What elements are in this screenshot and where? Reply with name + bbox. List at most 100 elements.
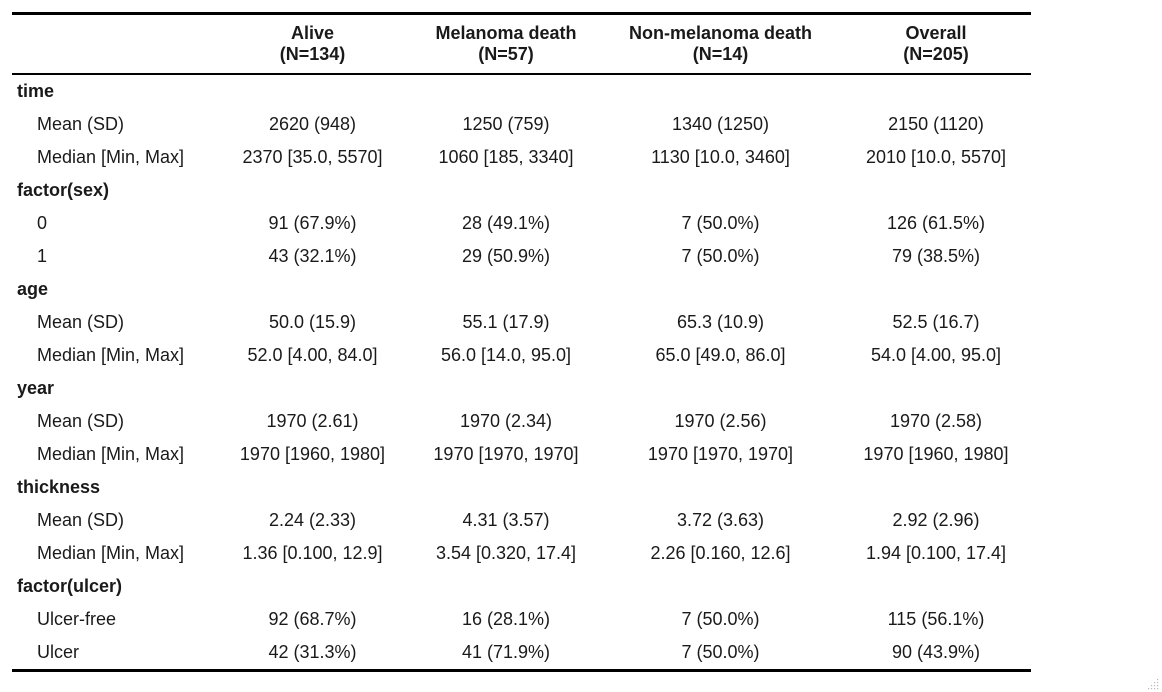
table-cell: [600, 471, 841, 504]
summary-table: Alive (N=134) Melanoma death (N=57) Non-…: [12, 12, 1031, 672]
table-cell: 2010 [10.0, 5570]: [865, 147, 1007, 167]
table-cell: 1970 (2.56): [674, 411, 767, 431]
variable-label: year: [17, 378, 55, 398]
table-cell: 7 (50.0%): [681, 609, 760, 629]
table-cell: 91 (67.9%): [268, 213, 357, 233]
table-header: Alive (N=134) Melanoma death (N=57) Non-…: [12, 13, 1031, 75]
column-name: Alive: [290, 23, 335, 43]
table-row: Median [Min, Max] 1.36 [0.100, 12.9] 3.54 …: [12, 537, 1031, 570]
table-cell: [841, 372, 1031, 405]
table-cell: 1970 (2.61): [266, 411, 359, 431]
table-cell: 2.26 [0.160, 12.6]: [650, 543, 791, 563]
statistic-label: Median [Min, Max]: [37, 444, 185, 464]
table-cell: 79 (38.5%): [891, 246, 981, 266]
column-count: (N=205): [903, 44, 969, 64]
table-cell: 2150 (1120): [888, 114, 984, 134]
column-count: (N=57): [478, 44, 534, 64]
table-cell: 1250 (759): [462, 114, 550, 134]
table-cell: 55.1 (17.9): [462, 312, 550, 332]
table-row: 0 91 (67.9%) 28 (49.1%) 7 (50.0%) 126 (61.5%…: [12, 207, 1031, 240]
table-cell: [841, 174, 1031, 207]
statistic-label: Mean (SD): [37, 114, 125, 134]
column-header-alive: Alive (N=134): [213, 13, 412, 75]
variable-label: factor(sex): [17, 180, 110, 200]
table-cell: 90 (43.9%): [891, 642, 981, 662]
table-cell: 126 (61.5%): [886, 213, 986, 233]
table-cell: 4.31 (3.57): [462, 510, 550, 530]
table-row: Mean (SD) 1970 (2.61) 1970 (2.34) 1970 (2.5…: [12, 405, 1031, 438]
table-cell: [841, 273, 1031, 306]
table-row: Mean (SD) 50.0 (15.9) 55.1 (17.9) 65.3 (10.…: [12, 306, 1031, 339]
table-row: Median [Min, Max] 52.0 [4.00, 84.0] 56.0 […: [12, 339, 1031, 372]
variable-label: thickness: [17, 477, 101, 497]
table-cell: 1970 [1960, 1980]: [239, 444, 386, 464]
table-cell: [412, 471, 600, 504]
variable-row: age: [12, 273, 1031, 306]
table-cell: 92 (68.7%): [268, 609, 357, 629]
table-cell: [213, 471, 412, 504]
table-cell: [841, 471, 1031, 504]
table-cell: 7 (50.0%): [681, 213, 760, 233]
table-row: 1 43 (32.1%) 29 (50.9%) 7 (50.0%) 79 (38.5%): [12, 240, 1031, 273]
table-cell: 41 (71.9%): [461, 642, 551, 662]
table-cell: 1970 [1970, 1970]: [433, 444, 579, 464]
table-cell: 1970 [1970, 1970]: [647, 444, 794, 464]
table-cell: 52.5 (16.7): [892, 312, 980, 332]
table-cell: [600, 174, 841, 207]
variable-row: factor(sex): [12, 174, 1031, 207]
statistic-label: Median [Min, Max]: [37, 543, 185, 563]
table-row: Median [Min, Max] 2370 [35.0, 5570] 1060 […: [12, 141, 1031, 174]
table-cell: [412, 273, 600, 306]
table-cell: [412, 174, 600, 207]
table-cell: 1970 (2.58): [889, 411, 983, 431]
table-cell: 65.3 (10.9): [676, 312, 765, 332]
table-cell: 2620 (948): [268, 114, 357, 134]
table-body: time Mean (SD) 2620 (948) 1250 (759) 1340 (1…: [12, 74, 1031, 671]
column-name: Melanoma death: [435, 23, 577, 43]
table-row: Ulcer 42 (31.3%) 41 (71.9%) 7 (50.0%) 90 (43…: [12, 636, 1031, 671]
table-cell: 54.0 [4.00, 95.0]: [870, 345, 1002, 365]
column-header-overall: Overall (N=205): [841, 13, 1031, 75]
table-cell: 1.94 [0.100, 17.4]: [865, 543, 1007, 563]
table-cell: [841, 74, 1031, 108]
statistic-label: Ulcer-free: [37, 609, 117, 629]
variable-label: factor(ulcer): [17, 576, 123, 596]
table-cell: 3.72 (3.63): [676, 510, 765, 530]
table-row: Mean (SD) 2.24 (2.33) 4.31 (3.57) 3.72 (3.6…: [12, 504, 1031, 537]
statistic-label: Ulcer: [37, 642, 80, 662]
table-cell: 16 (28.1%): [461, 609, 551, 629]
column-count: (N=14): [692, 44, 749, 64]
table-cell: 42 (31.3%): [268, 642, 357, 662]
table-cell: 7 (50.0%): [681, 642, 760, 662]
table-cell: [841, 570, 1031, 603]
variable-label: age: [17, 279, 49, 299]
table-row: Mean (SD) 2620 (948) 1250 (759) 1340 (1250)…: [12, 108, 1031, 141]
table-cell: [600, 273, 841, 306]
variable-row: factor(ulcer): [12, 570, 1031, 603]
table-cell: [600, 372, 841, 405]
table-cell: 1.36 [0.100, 12.9]: [242, 543, 383, 563]
table-cell: [213, 174, 412, 207]
table-cell: 52.0 [4.00, 84.0]: [247, 345, 378, 365]
table-cell: 1060 [185, 3340]: [438, 147, 574, 167]
column-count: (N=134): [279, 44, 346, 64]
statistic-label: Mean (SD): [37, 411, 125, 431]
resize-grip-icon[interactable]: [1146, 676, 1160, 690]
table-cell: 1130 [10.0, 3460]: [651, 147, 790, 167]
variable-row: year: [12, 372, 1031, 405]
variable-row: thickness: [12, 471, 1031, 504]
table-cell: [600, 74, 841, 108]
table-row: Median [Min, Max] 1970 [1960, 1980] 1970 […: [12, 438, 1031, 471]
table-cell: 2.24 (2.33): [268, 510, 357, 530]
header-row: Alive (N=134) Melanoma death (N=57) Non-…: [12, 13, 1031, 75]
table-cell: 43 (32.1%): [268, 246, 357, 266]
statistic-label: Mean (SD): [37, 312, 125, 332]
variable-label: time: [17, 81, 55, 101]
variable-row: time: [12, 74, 1031, 108]
table-cell: 50.0 (15.9): [268, 312, 357, 332]
table-cell: 3.54 [0.320, 17.4]: [435, 543, 577, 563]
header-corner: [12, 13, 213, 75]
column-name: Non-melanoma death: [628, 23, 813, 43]
table-cell: 2370 [35.0, 5570]: [242, 147, 383, 167]
table-row: Ulcer-free 92 (68.7%) 16 (28.1%) 7 (50.0%) 1…: [12, 603, 1031, 636]
